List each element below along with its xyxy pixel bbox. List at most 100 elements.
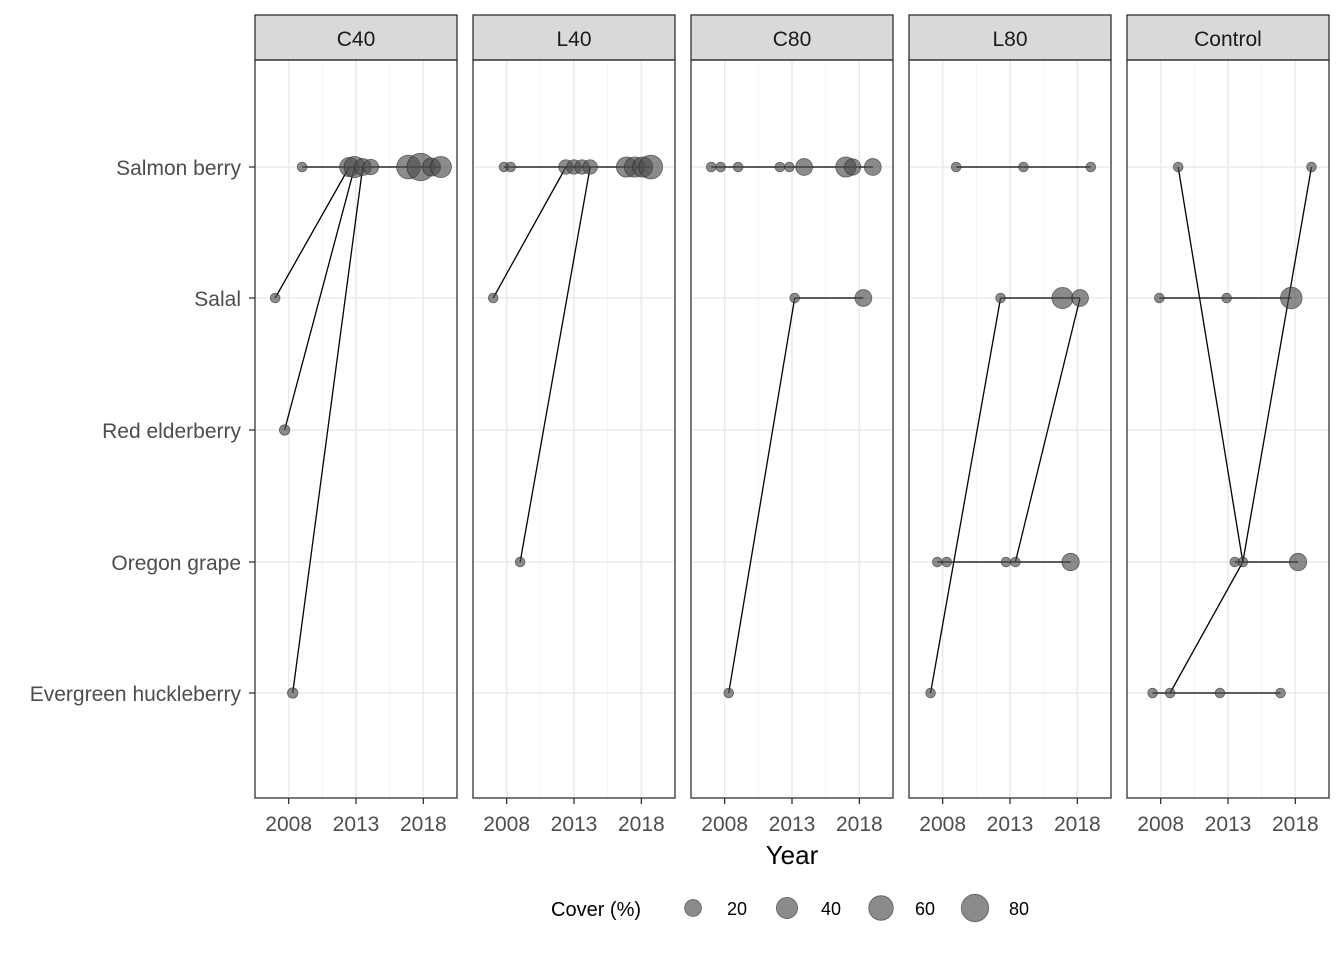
cover-point [705,161,717,173]
cover-point [514,556,526,568]
cover-point [287,687,299,699]
strip-background [908,14,1112,61]
legend-label-40: 40 [821,899,841,919]
cover-point [362,158,379,176]
x-axis-title: Year [766,840,819,870]
cover-point [269,292,281,304]
trajectory-line [1177,166,1244,563]
strip-background [690,14,894,61]
cover-point [854,289,873,307]
cover-point [1288,552,1308,572]
panel-l40: L40 2008 2013 2018 [472,14,676,836]
cover-point [925,687,936,699]
x-tick-label: 2018 [618,813,665,836]
x-tick-label: 2008 [701,813,748,836]
cover-point [715,161,726,173]
y-axis: Salmon berry Salal Red elderberry Oregon gr… [30,157,255,706]
cover-point [1010,556,1021,568]
cover-point [844,158,862,176]
cover-point [487,292,499,304]
legend-label-60: 60 [915,899,935,919]
strip-background [472,14,676,61]
cover-point [995,292,1006,304]
panel-control: Control 2008 2013 2018 [1126,14,1330,836]
cover-point [774,161,786,173]
x-tick-label: 2013 [551,813,598,836]
strip-label: Control [1194,28,1262,51]
cover-point [1061,552,1080,572]
cover-point [638,154,664,180]
cover-point [1172,161,1184,173]
trajectory-line [929,297,1002,694]
cover-point [505,161,516,173]
chart-panels: C40 2008 2013 2018 L40 2008 2013 2018 C80 2008 201… [254,14,1330,836]
y-tick-label: Salmon berry [116,157,241,180]
x-tick-label: 2008 [919,813,966,836]
strip-label: L80 [992,28,1027,51]
cover-point [1237,556,1249,568]
trajectory-line [492,166,567,299]
strip-label: C80 [773,28,812,51]
panel-c40: C40 2008 2013 2018 [254,14,458,836]
x-tick-label: 2008 [1137,813,1184,836]
cover-point [941,556,952,568]
trajectory-line [1169,561,1244,694]
cover-point [278,424,291,436]
cover-point [1154,292,1165,304]
cover-point [296,161,308,173]
legend-key-20 [684,899,702,917]
cover-point [932,556,943,568]
strip-background [254,14,458,61]
legend-title: Cover (%) [551,899,641,921]
cover-point [1275,687,1286,699]
y-tick-label: Red elderberry [102,420,241,443]
panel-l80: L80 2008 2013 2018 [908,14,1112,836]
y-tick-label: Salal [194,288,241,311]
cover-point [732,161,744,173]
x-tick-label: 2008 [483,813,530,836]
x-tick-label: 2018 [1054,813,1101,836]
panel-c80: C80 2008 2013 2018 [690,14,894,836]
strip-label: C40 [337,28,376,51]
cover-point [1000,556,1012,568]
trajectory-line [728,297,796,694]
cover-point [1280,286,1303,310]
trajectory-line [1242,166,1313,563]
cover-point [1214,687,1226,699]
x-tick-label: 2013 [333,813,380,836]
x-tick-label: 2013 [1205,813,1252,836]
cover-point [1051,286,1074,310]
cover-point [784,161,795,173]
trajectory-line [1014,297,1081,563]
cover-point [1071,289,1089,307]
trajectory-line [519,166,591,563]
cover-point [582,159,598,175]
trajectory-line [274,166,350,299]
cover-point [1164,687,1176,699]
legend: Cover (%) 20 40 60 80 [551,893,1029,923]
trajectory-line [292,166,364,694]
cover-point [1085,161,1097,173]
cover-point [789,292,800,304]
x-tick-label: 2013 [987,813,1034,836]
x-tick-label: 2018 [836,813,883,836]
strip-label: L40 [556,28,591,51]
cover-point [1221,292,1232,304]
x-tick-label: 2008 [265,813,312,836]
cover-point [723,687,734,699]
legend-key-80 [960,893,990,923]
cover-point [795,158,813,176]
legend-key-40 [775,896,799,920]
x-tick-label: 2018 [1272,813,1319,836]
y-tick-label: Evergreen huckleberry [30,683,242,706]
cover-point [429,155,452,179]
cover-point [1147,687,1158,699]
cover-point [1018,161,1029,173]
cover-point [863,158,882,176]
trajectory-line [283,166,356,431]
legend-label-20: 20 [727,899,747,919]
x-tick-label: 2013 [769,813,816,836]
legend-key-60 [868,895,894,921]
cover-point [1306,161,1317,173]
